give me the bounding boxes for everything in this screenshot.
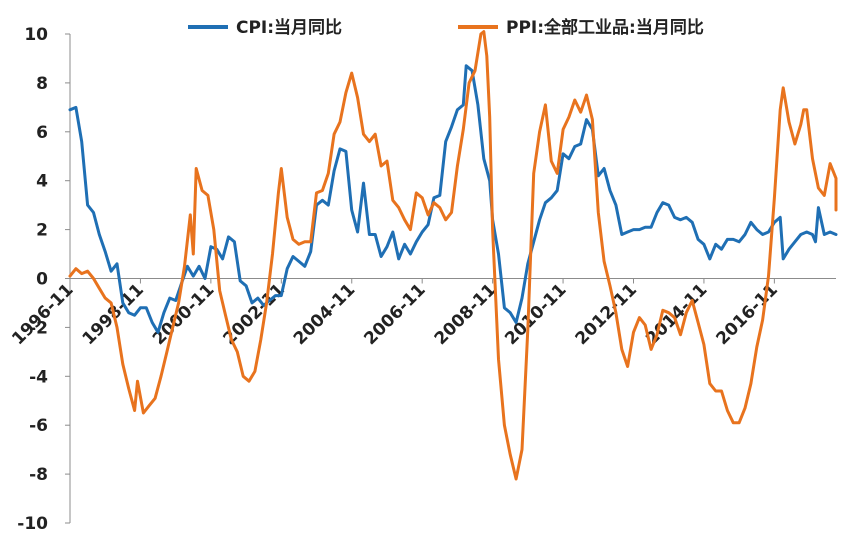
y-tick-label: -6 [29,416,48,436]
series-line-ppi [68,30,838,481]
y-tick-label: 6 [36,123,48,143]
y-tick-label: 2 [36,221,48,241]
y-tick-label: -2 [29,318,48,338]
x-tick-label: 2004-11 [290,280,359,349]
x-tick-label: 2016-11 [713,280,782,349]
legend-label-ppi: PPI:全部工业品:当月同比 [506,17,704,38]
x-tick-label: 2000-11 [149,280,218,349]
y-tick-label: 0 [36,270,48,290]
x-tick-label: 2012-11 [572,280,641,349]
y-tick-label: -4 [29,367,48,387]
series-group [68,30,838,481]
x-tick-label: 2008-11 [431,280,500,349]
x-tick-label: 2006-11 [360,280,429,349]
y-tick-label: -10 [17,514,48,534]
legend-label-cpi: CPI:当月同比 [236,17,342,38]
y-tick-label: 8 [36,74,48,94]
series-line-cpi [68,64,838,334]
legend: CPI:当月同比 PPI:全部工业品:当月同比 [188,17,704,38]
y-tick-label: -8 [29,465,48,485]
y-tick-label: 10 [24,25,48,45]
y-tick-label: 4 [36,172,48,192]
x-tick-label: 1996-11 [8,280,77,349]
